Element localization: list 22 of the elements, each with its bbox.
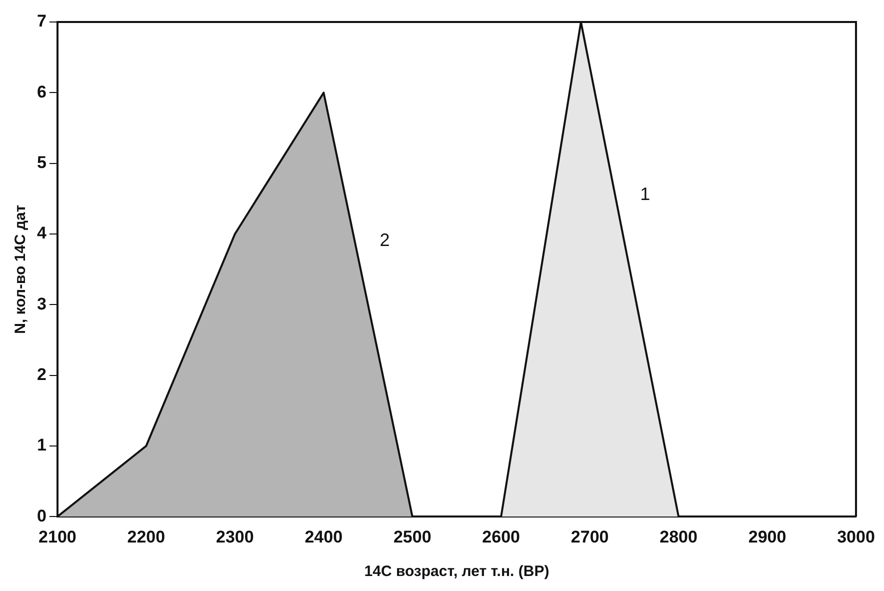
x-tick-label: 2900 — [748, 527, 786, 546]
x-tick-label: 2600 — [482, 527, 520, 546]
y-tick-label: 0 — [36, 506, 46, 526]
x-axis-title: 14C возраст, лет т.н. (BP) — [364, 563, 550, 580]
x-tick-label: 2800 — [660, 527, 698, 546]
x-tick-label: 3000 — [837, 527, 875, 546]
x-tick-label: 2300 — [216, 527, 254, 546]
x-tick-label: 2700 — [570, 527, 609, 546]
x-tick-label: 2200 — [127, 527, 166, 546]
x-tick-label: 2500 — [393, 527, 432, 546]
y-tick-label: 3 — [36, 294, 46, 314]
y-tick-label: 6 — [36, 82, 46, 102]
series-label: 2 — [380, 230, 390, 250]
series-label: 1 — [640, 184, 650, 204]
y-axis-title: N, кол-во 14C дат — [12, 204, 30, 334]
x-tick-label: 2400 — [304, 527, 343, 546]
x-tick-label: 2100 — [38, 527, 76, 546]
y-tick-label: 7 — [36, 12, 46, 31]
y-tick-label: 1 — [36, 436, 46, 455]
y-tick-label: 5 — [36, 153, 46, 172]
y-tick-label: 2 — [36, 364, 46, 384]
y-tick-label: 4 — [36, 224, 47, 243]
